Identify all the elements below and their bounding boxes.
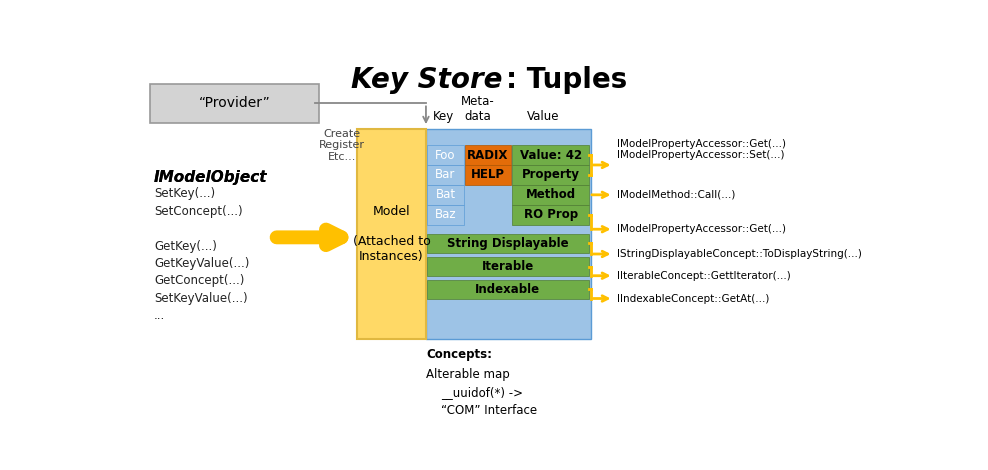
Text: IStringDisplayableConcept::ToDisplayString(...): IStringDisplayableConcept::ToDisplayStri…	[618, 249, 863, 259]
Text: Model

(Attached to
Instances): Model (Attached to Instances)	[353, 205, 431, 263]
Text: IModelMethod::Call(...): IModelMethod::Call(...)	[618, 190, 736, 200]
Text: Alterable map: Alterable map	[426, 368, 510, 381]
Text: RADIX: RADIX	[467, 149, 509, 162]
Text: ...: ...	[154, 309, 165, 322]
Text: Indexable: Indexable	[475, 283, 540, 296]
Text: Create
Register
Etc...: Create Register Etc...	[319, 129, 365, 162]
Text: IIndexableConcept::GetAt(...): IIndexableConcept::GetAt(...)	[618, 293, 770, 304]
Text: __uuidof(*) ->: __uuidof(*) ->	[442, 386, 524, 399]
Bar	[357, 129, 426, 339]
Text: Concepts:: Concepts:	[426, 348, 492, 361]
Text: “Provider”: “Provider”	[199, 96, 271, 110]
Bar	[465, 145, 511, 165]
Text: “COM” Interface: “COM” Interface	[442, 404, 537, 417]
Text: RO Prop: RO Prop	[524, 208, 578, 221]
Text: Property: Property	[522, 168, 580, 181]
Bar	[427, 205, 464, 225]
Text: IModelObject: IModelObject	[154, 170, 268, 185]
Text: Method: Method	[526, 188, 576, 201]
Text: Bar: Bar	[436, 168, 455, 181]
Text: SetKey(...): SetKey(...)	[154, 188, 215, 200]
Text: Baz: Baz	[435, 208, 456, 221]
Bar	[427, 145, 464, 165]
Bar	[513, 205, 589, 225]
Text: Foo: Foo	[436, 149, 455, 162]
Text: Value: 42: Value: 42	[520, 149, 582, 162]
Text: IIterableConcept::GettIterator(...): IIterableConcept::GettIterator(...)	[618, 271, 791, 281]
Text: HELP: HELP	[471, 168, 505, 181]
Text: String Displayable: String Displayable	[447, 236, 569, 250]
Bar	[513, 165, 589, 185]
Text: Value: Value	[527, 110, 559, 123]
Bar	[427, 165, 464, 185]
Bar	[427, 234, 589, 252]
Text: : Tuples: : Tuples	[506, 66, 627, 94]
Text: IModelPropertyAccessor::Get(...): IModelPropertyAccessor::Get(...)	[618, 224, 786, 234]
Text: Key Store: Key Store	[351, 66, 503, 94]
Text: GetKey(...): GetKey(...)	[154, 240, 217, 252]
Bar	[427, 280, 589, 299]
Bar	[426, 129, 591, 339]
Bar	[465, 165, 511, 185]
Text: GetConcept(...): GetConcept(...)	[154, 274, 244, 287]
Text: Iterable: Iterable	[482, 260, 534, 273]
Bar	[427, 257, 589, 276]
FancyBboxPatch shape	[150, 84, 319, 123]
Text: SetKeyValue(...): SetKeyValue(...)	[154, 292, 248, 305]
Text: IModelPropertyAccessor::Get(...)
IModelPropertyAccessor::Set(...): IModelPropertyAccessor::Get(...) IModelP…	[618, 139, 786, 160]
Text: SetConcept(...): SetConcept(...)	[154, 205, 243, 218]
Text: GetKeyValue(...): GetKeyValue(...)	[154, 257, 250, 270]
Text: Meta-
data: Meta- data	[461, 95, 495, 123]
Text: IModelObject: IModelObject	[154, 170, 268, 185]
Bar	[513, 185, 589, 205]
Bar	[427, 185, 464, 205]
Text: Bat: Bat	[436, 188, 455, 201]
Text: Key: Key	[433, 110, 454, 123]
Bar	[513, 145, 589, 165]
